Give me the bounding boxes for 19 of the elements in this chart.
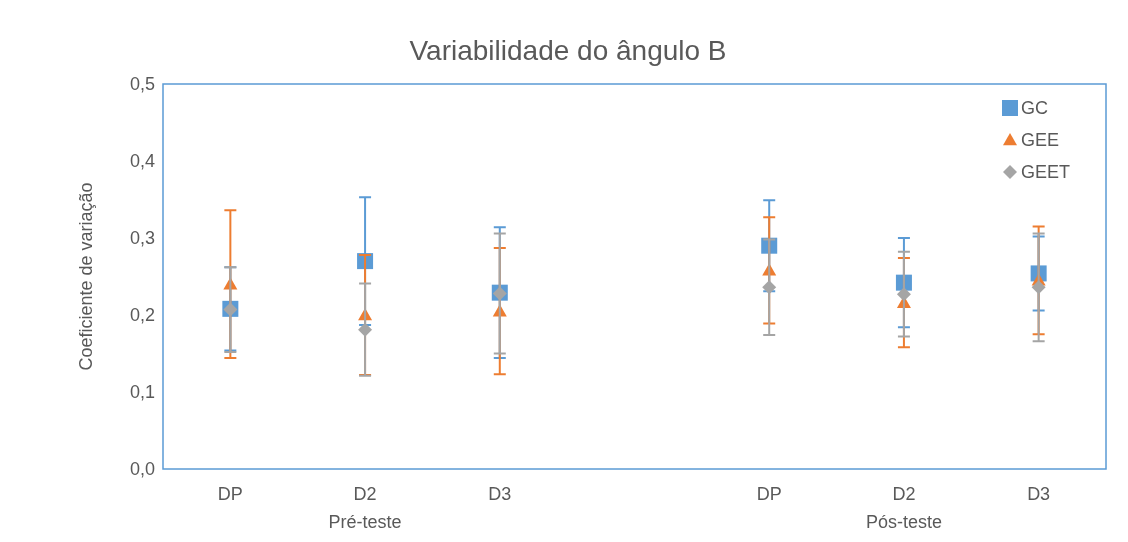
x-tick-label: DP [217,484,243,504]
y-tick-label: 0,5 [129,74,155,95]
chart-title: Variabilidade do ângulo B [409,35,727,66]
y-tick-label: 0,3 [129,228,155,249]
text: Pós-teste [865,512,942,532]
x-tick-label: DP [756,484,782,504]
y-tick-label: 0,0 [129,459,155,480]
x-tick-label: D3 [488,484,512,504]
y-axis-title: Coeficiente de variação [76,182,96,371]
x-tick-label: D2 [892,484,916,504]
legend-label: GEET [1021,162,1071,183]
y-tick-label: 0,4 [129,151,155,172]
legend-label: GEE [1021,130,1060,151]
x-tick-label: D3 [1027,484,1051,504]
legend-label: GC [1021,98,1048,119]
text: Pré-teste [328,512,402,532]
x-tick-label: D2 [353,484,377,504]
y-tick-label: 0,1 [129,382,155,403]
y-tick-label: 0,2 [129,305,155,326]
